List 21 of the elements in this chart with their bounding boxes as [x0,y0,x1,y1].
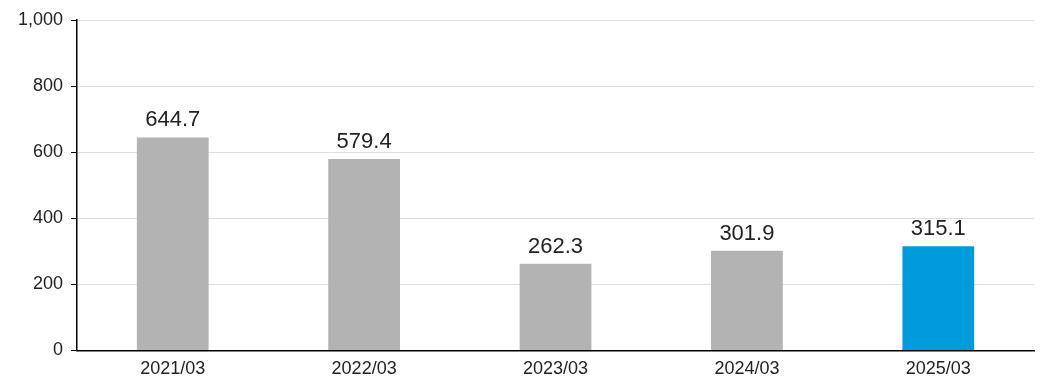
y-tick-label: 200 [33,273,64,294]
x-tick-label: 2025/03 [905,358,971,379]
y-tick-label: 0 [53,339,64,360]
data-label: 262.3 [527,232,584,258]
data-label: 579.4 [336,128,392,154]
x-tick-label: 2024/03 [714,358,780,379]
x-tick-label: 2021/03 [140,358,206,379]
y-tick-label: 600 [33,141,64,162]
y-tick-label: 400 [33,207,64,228]
bar [519,263,592,350]
x-tick-label: 2022/03 [331,358,397,379]
bar [328,158,401,350]
y-tick-label: 800 [33,75,64,96]
bar [136,137,209,350]
x-tick-label: 2023/03 [522,358,589,379]
data-label: 315.1 [910,215,966,241]
y-tick-label: 1,000 [18,8,64,29]
data-label: 301.9 [719,219,775,245]
bar [711,250,783,350]
bar [902,246,975,350]
data-label: 644.7 [145,106,201,132]
